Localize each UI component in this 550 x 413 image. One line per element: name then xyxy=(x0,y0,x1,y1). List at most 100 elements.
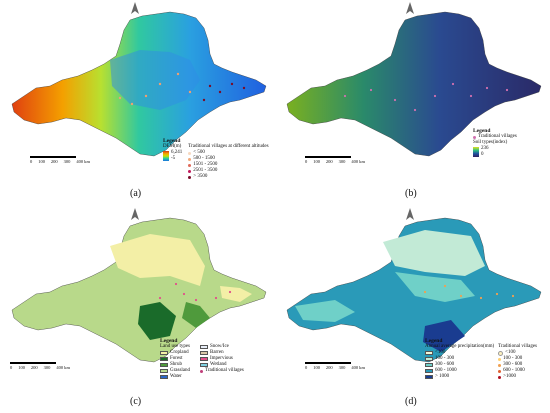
scale-tick: 300 xyxy=(338,159,346,164)
caption-b: (b) xyxy=(405,188,417,199)
villages-title: Traditional villages at different altitu… xyxy=(188,144,269,149)
legend-item: Barren xyxy=(210,350,224,355)
legend-item: > 1000 xyxy=(435,374,450,379)
panel-d: Legend Annual average precipitation(mm) … xyxy=(275,206,550,412)
north-arrow-icon xyxy=(406,208,414,220)
soil-min: 0 xyxy=(481,152,484,157)
legend-c: Legend Land use types Cropland Forest Sh… xyxy=(160,338,244,380)
village-dot xyxy=(188,151,192,155)
legend-item: Shrub xyxy=(170,362,182,367)
legend-item: Cropland xyxy=(170,350,189,355)
class-label: 1501 - 2500 xyxy=(193,162,218,167)
legend-item: Water xyxy=(170,374,182,379)
legend-item: Grassland xyxy=(170,368,190,373)
swatch xyxy=(425,357,433,361)
scale-tick: 400 km xyxy=(351,365,365,370)
legend-a: Legend DEM(m) 6,241 -5 Traditional villa… xyxy=(163,138,269,180)
landuse-map xyxy=(11,217,267,363)
scale-tick: 200 xyxy=(50,159,58,164)
caption-c: (c) xyxy=(130,396,142,407)
swatch xyxy=(200,357,208,361)
legend-title: Legend xyxy=(425,338,443,344)
legend-item: >1000 xyxy=(503,374,516,379)
scale-tick: 400 km xyxy=(56,365,70,370)
class-label: 2501 - 3500 xyxy=(193,168,218,173)
class-label: < 500 xyxy=(193,150,205,155)
legend-item: 100 - 300 xyxy=(503,356,523,361)
village-dot xyxy=(188,175,192,179)
precip-title: Annual average precipitation(mm) xyxy=(425,344,495,349)
scale-tick: 300 xyxy=(338,365,346,370)
scale-tick: 200 xyxy=(325,365,333,370)
class-label: 500 - 1500 xyxy=(193,156,215,161)
legend-item: 300 - 600 xyxy=(435,362,455,367)
legend-item: Wetland xyxy=(210,362,227,367)
landuse-title: Land use types xyxy=(160,344,190,349)
scale-tick: 200 xyxy=(30,365,38,370)
scale-tick: 0 xyxy=(30,159,33,164)
village-dot xyxy=(498,369,502,373)
soil-map xyxy=(286,11,542,157)
village-dot xyxy=(498,363,502,367)
village-dot xyxy=(188,169,192,173)
scale-bar: 0 100 200 300 400 km xyxy=(30,156,90,164)
scale-bar: 0 100 200 300 400 km xyxy=(10,362,70,370)
village-dot xyxy=(498,350,504,356)
legend-title: Legend xyxy=(473,128,491,134)
swatch xyxy=(200,345,208,349)
legend-b: Legend Traditional villages Soil types(i… xyxy=(473,128,517,158)
soil-gradient xyxy=(473,147,479,157)
soil-max: 236 xyxy=(481,146,489,151)
swatch xyxy=(425,363,433,367)
scale-tick: 300 xyxy=(63,159,71,164)
scale-tick: 100 xyxy=(38,159,45,164)
soil-title: Soil types(index) xyxy=(473,140,508,145)
precipitation-map xyxy=(286,217,542,363)
legend-title: Legend xyxy=(163,138,181,144)
legend-item: Forest xyxy=(170,356,183,361)
dem-gradient xyxy=(163,151,169,161)
swatch xyxy=(160,351,168,355)
swatch xyxy=(160,375,168,379)
legend-item: 300 - 600 xyxy=(503,362,523,367)
swatch xyxy=(200,351,208,355)
swatch xyxy=(200,363,208,367)
villages-title: Traditional villages xyxy=(498,344,537,349)
swatch xyxy=(160,363,168,367)
scale-tick: 400 km xyxy=(351,159,365,164)
villages-label: Traditional villages xyxy=(478,134,517,139)
legend-item: 600 - 1000 xyxy=(503,368,525,373)
scale-tick: 200 xyxy=(325,159,333,164)
legend-item: Impervious xyxy=(210,356,233,361)
scale-bar: 0 100 200 300 400 km xyxy=(305,156,365,164)
legend-item: Traditional villages xyxy=(205,368,244,373)
legend-title: Legend xyxy=(160,338,178,344)
scale-tick: 400 km xyxy=(76,159,90,164)
north-arrow-icon xyxy=(406,2,414,14)
swatch xyxy=(425,369,433,373)
scale-tick: 100 xyxy=(313,365,320,370)
scale-tick: 0 xyxy=(305,159,308,164)
village-dot xyxy=(498,357,502,361)
scale-tick: 0 xyxy=(305,365,308,370)
legend-item: <100 xyxy=(435,350,446,355)
panel-c: Legend Land use types Cropland Forest Sh… xyxy=(0,206,275,412)
scale-tick: 300 xyxy=(43,365,51,370)
dem-label: DEM(m) xyxy=(163,144,182,149)
swatch xyxy=(425,351,433,355)
legend-item: Snow/Ice xyxy=(210,344,229,349)
panel-a: Legend DEM(m) 6,241 -5 Traditional villa… xyxy=(0,0,275,206)
dem-max: 6,241 xyxy=(171,150,183,155)
village-dot xyxy=(200,369,203,373)
north-arrow-icon xyxy=(131,208,139,220)
swatch xyxy=(160,357,168,361)
village-dot xyxy=(498,375,502,379)
north-arrow-icon xyxy=(131,2,139,14)
scale-tick: 0 xyxy=(10,365,13,370)
village-dot xyxy=(188,163,192,167)
scale-tick: 100 xyxy=(313,159,320,164)
village-dot xyxy=(473,135,476,139)
scale-tick: 100 xyxy=(18,365,25,370)
dem-min: -5 xyxy=(171,156,176,161)
scale-bar: 0 100 200 300 400 km xyxy=(305,362,365,370)
